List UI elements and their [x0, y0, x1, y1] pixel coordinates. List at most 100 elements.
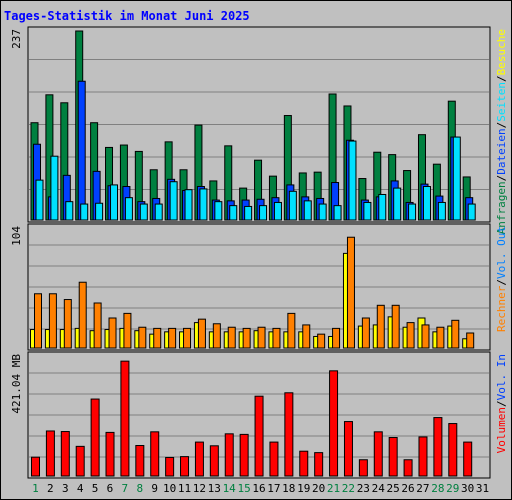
bar-requests-seiten-day-30 — [467, 203, 476, 221]
bar-visits-rechner-day-22 — [346, 236, 355, 349]
bar-requests-seiten-day-11 — [184, 189, 193, 221]
legend-entry: Dateien — [495, 128, 508, 174]
bar-visits-rechner-day-7 — [123, 312, 132, 349]
bar-visits-rechner-day-12 — [197, 318, 206, 349]
legend-entry: Vol. In — [495, 354, 508, 400]
x-tick-label: 1 — [32, 482, 39, 495]
bar-requests-seiten-day-8 — [139, 203, 148, 221]
bar-visits-rechner-day-4 — [78, 281, 87, 349]
x-tick-label: 12 — [193, 482, 206, 495]
legend-entry: / — [495, 122, 508, 129]
bar-requests-seiten-day-27 — [422, 186, 431, 221]
bar-requests-seiten-day-17 — [273, 201, 282, 221]
bar-visits-rechner-day-9 — [153, 327, 162, 349]
x-tick-label: 6 — [107, 482, 114, 495]
bar-volume-volumen-day-16 — [254, 395, 264, 477]
panel-visits-legend: Rechner/Vol. Out — [495, 226, 508, 332]
bar-visits-rechner-day-19 — [302, 324, 311, 349]
legend-entry: Seiten — [495, 82, 508, 122]
bar-volume-volumen-day-15 — [239, 433, 249, 477]
x-tick-label: 30 — [461, 482, 474, 495]
bar-visits-rechner-day-13 — [212, 323, 221, 349]
bar-volume-volumen-day-25 — [388, 437, 398, 477]
bar-requests-seiten-day-2 — [50, 155, 59, 221]
legend-entry: / — [495, 400, 508, 407]
bar-visits-rechner-day-17 — [272, 327, 281, 349]
bar-visits-rechner-day-18 — [287, 312, 296, 349]
x-tick-label: 20 — [312, 482, 325, 495]
bar-requests-seiten-day-3 — [65, 201, 74, 221]
bar-requests-seiten-day-23 — [363, 201, 372, 221]
bar-visits-rechner-day-5 — [93, 302, 102, 349]
bar-volume-volumen-day-26 — [403, 459, 413, 477]
bar-requests-seiten-day-28 — [437, 201, 446, 221]
bar-requests-seiten-day-25 — [393, 187, 402, 221]
bar-visits-rechner-day-25 — [391, 304, 400, 349]
bar-visits-rechner-day-21 — [332, 327, 341, 349]
bar-visits-rechner-day-14 — [227, 326, 236, 349]
x-tick-label: 17 — [267, 482, 280, 495]
bar-volume-volumen-day-11 — [180, 456, 190, 477]
bar-requests-seiten-day-4 — [80, 203, 89, 221]
bar-visits-rechner-day-24 — [376, 304, 385, 349]
bar-requests-seiten-day-15 — [244, 205, 253, 221]
x-tick-label: 25 — [387, 482, 400, 495]
x-tick-label: 7 — [122, 482, 129, 495]
bar-visits-rechner-day-15 — [242, 327, 251, 349]
bar-requests-seiten-day-7 — [124, 197, 133, 221]
x-tick-label: 19 — [297, 482, 310, 495]
bar-visits-rechner-day-10 — [168, 327, 177, 349]
bar-requests-seiten-day-29 — [452, 136, 461, 221]
bar-volume-volumen-day-1 — [31, 456, 40, 477]
x-tick-label: 22 — [342, 482, 355, 495]
bar-visits-rechner-day-30 — [466, 332, 475, 349]
legend-entry: Vol. Out — [495, 226, 508, 279]
x-tick-label: 9 — [151, 482, 158, 495]
x-tick-label: 18 — [282, 482, 295, 495]
bar-visits-rechner-day-26 — [406, 322, 415, 349]
x-tick-label: 24 — [372, 482, 386, 495]
bar-requests-seiten-day-20 — [318, 203, 327, 221]
bar-volume-volumen-day-24 — [373, 431, 383, 477]
bar-requests-seiten-day-14 — [229, 205, 238, 221]
chart-title: Tages-Statistik im Monat Juni 2025 — [4, 9, 250, 23]
x-tick-label: 5 — [92, 482, 99, 495]
bar-volume-volumen-day-10 — [165, 456, 175, 477]
bar-volume-volumen-day-22 — [343, 421, 353, 477]
bar-volume-volumen-day-13 — [209, 445, 219, 477]
bar-requests-seiten-day-22 — [348, 140, 357, 221]
bar-visits-rechner-day-16 — [257, 326, 266, 349]
bar-requests-seiten-day-16 — [259, 205, 268, 221]
bar-requests-seiten-day-26 — [408, 203, 417, 221]
legend-entry: Volumen — [495, 407, 508, 453]
legend-entry: Anfragen — [495, 181, 508, 234]
bar-requests-seiten-day-13 — [214, 201, 223, 221]
x-tick-label: 31 — [476, 482, 489, 495]
panel-volume-max-label: 421.04 MB — [10, 354, 23, 414]
bar-volume-volumen-day-19 — [299, 450, 309, 477]
bar-volume-volumen-day-5 — [90, 398, 100, 477]
x-tick-label: 27 — [416, 482, 429, 495]
legend-entry: Rechner — [495, 285, 508, 332]
legend-entry: / — [495, 75, 508, 82]
bar-volume-volumen-day-29 — [448, 423, 458, 477]
bar-visits-rechner-day-8 — [138, 326, 147, 349]
bar-visits-rechner-day-11 — [183, 327, 192, 349]
bar-volume-volumen-day-4 — [75, 445, 85, 477]
bar-volume-volumen-day-23 — [358, 459, 368, 477]
bar-volume-volumen-day-21 — [329, 370, 339, 477]
bar-requests-seiten-day-6 — [110, 184, 119, 221]
bar-volume-volumen-day-8 — [135, 445, 145, 477]
bar-visits-rechner-day-28 — [436, 326, 445, 349]
x-tick-label: 8 — [136, 482, 143, 495]
bar-requests-seiten-day-19 — [303, 200, 312, 221]
bar-volume-volumen-day-7 — [120, 360, 130, 477]
x-tick-label: 3 — [62, 482, 69, 495]
bar-volume-volumen-day-30 — [463, 441, 473, 477]
bar-visits-rechner-day-23 — [361, 317, 370, 349]
bar-volume-volumen-day-28 — [433, 417, 443, 477]
x-tick-label: 26 — [401, 482, 414, 495]
x-tick-label: 15 — [237, 482, 250, 495]
bar-requests-seiten-day-21 — [333, 205, 342, 221]
x-tick-label: 14 — [223, 482, 237, 495]
